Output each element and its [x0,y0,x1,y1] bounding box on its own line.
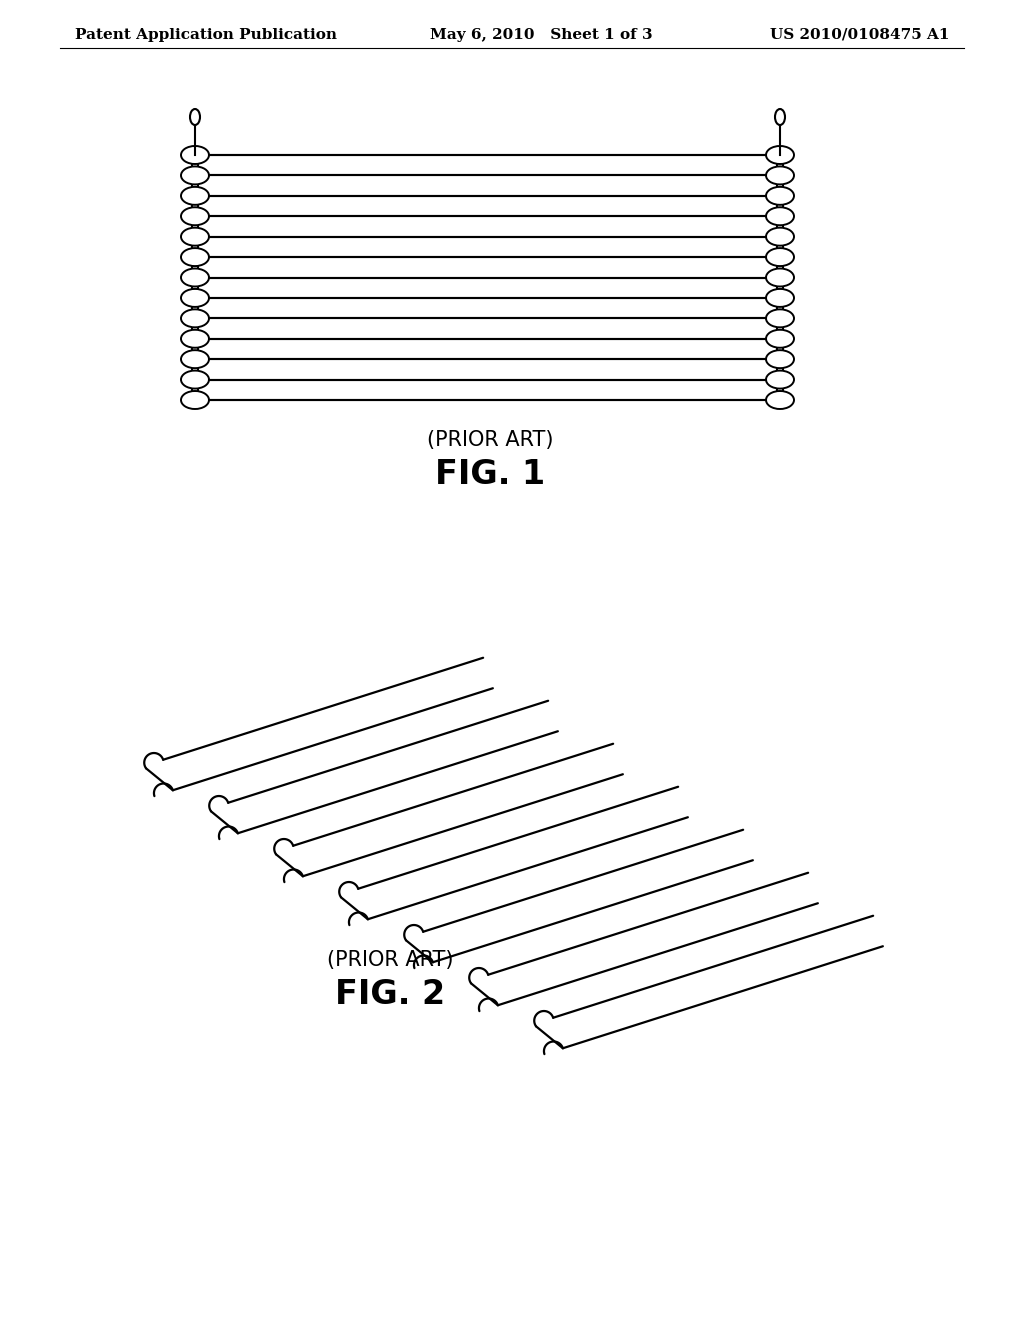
Ellipse shape [181,248,209,267]
Ellipse shape [775,110,785,125]
Ellipse shape [766,371,794,388]
Ellipse shape [766,309,794,327]
Ellipse shape [766,147,794,164]
Ellipse shape [766,227,794,246]
Ellipse shape [766,268,794,286]
Ellipse shape [766,187,794,205]
Ellipse shape [181,207,209,226]
Ellipse shape [190,110,200,125]
Ellipse shape [181,350,209,368]
Ellipse shape [766,248,794,267]
Text: (PRIOR ART): (PRIOR ART) [327,950,454,970]
Ellipse shape [766,207,794,226]
Ellipse shape [766,166,794,185]
Ellipse shape [766,330,794,347]
Ellipse shape [766,350,794,368]
Text: Patent Application Publication: Patent Application Publication [75,28,337,42]
Text: US 2010/0108475 A1: US 2010/0108475 A1 [770,28,950,42]
Ellipse shape [181,227,209,246]
Ellipse shape [181,268,209,286]
Ellipse shape [766,391,794,409]
Ellipse shape [181,371,209,388]
Text: May 6, 2010   Sheet 1 of 3: May 6, 2010 Sheet 1 of 3 [430,28,652,42]
Ellipse shape [181,330,209,347]
Text: FIG. 2: FIG. 2 [335,978,445,1011]
Text: FIG. 1: FIG. 1 [435,458,545,491]
Ellipse shape [181,166,209,185]
Ellipse shape [181,187,209,205]
Ellipse shape [181,309,209,327]
Ellipse shape [181,147,209,164]
Ellipse shape [766,289,794,308]
Ellipse shape [181,391,209,409]
Text: (PRIOR ART): (PRIOR ART) [427,430,553,450]
Ellipse shape [181,289,209,308]
